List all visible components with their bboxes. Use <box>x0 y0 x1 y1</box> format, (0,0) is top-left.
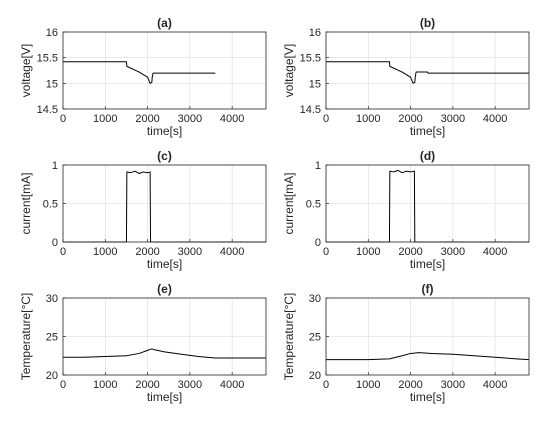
subplot-title: (c) <box>157 149 172 163</box>
y-tick-label: 1 <box>315 160 321 172</box>
subplot-title: (b) <box>420 16 435 30</box>
series-line <box>63 61 216 84</box>
y-tick-label: 15 <box>309 78 321 90</box>
y-tick-label: 0.5 <box>306 199 321 211</box>
plot-area <box>63 32 266 109</box>
subplot-title: (d) <box>420 149 435 163</box>
x-tick-label: 3000 <box>178 379 202 391</box>
x-tick-label: 0 <box>60 113 66 125</box>
subplot-title: (e) <box>157 282 172 296</box>
x-tick-label: 2000 <box>135 246 159 258</box>
subplot-title: (f) <box>422 282 434 296</box>
x-tick-label: 0 <box>323 379 329 391</box>
x-axis-label: time[s] <box>410 390 445 404</box>
x-tick-label: 4000 <box>220 379 244 391</box>
y-tick-label: 25 <box>46 332 58 344</box>
series-line <box>326 352 530 361</box>
series-line <box>326 169 529 243</box>
x-tick-label: 1000 <box>356 113 380 125</box>
y-tick-label: 14.5 <box>300 104 321 116</box>
y-tick-label: 15.5 <box>37 53 58 65</box>
x-axis-label: time[s] <box>147 124 182 138</box>
y-tick-label: 16 <box>309 27 321 39</box>
x-tick-label: 2000 <box>398 113 422 125</box>
subplot-b: (b) 0 1000 2000 3000 4000 14.5 15 15.5 16 time[s] v… <box>282 16 530 138</box>
x-tick-label: 4000 <box>483 379 507 391</box>
series-line <box>63 170 266 243</box>
y-tick-label: 16 <box>46 27 58 39</box>
y-tick-label: 30 <box>309 293 321 305</box>
y-tick-label: 25 <box>309 332 321 344</box>
x-axis-label: time[s] <box>410 124 445 138</box>
x-tick-label: 0 <box>60 246 66 258</box>
x-tick-label: 0 <box>60 379 66 391</box>
x-axis-label: time[s] <box>410 257 445 271</box>
y-tick-label: 15.5 <box>300 53 321 65</box>
y-axis-label: voltage[V] <box>19 44 33 97</box>
x-tick-label: 3000 <box>178 246 202 258</box>
x-tick-label: 4000 <box>220 113 244 125</box>
x-tick-label: 2000 <box>135 379 159 391</box>
x-axis-label: time[s] <box>147 257 182 271</box>
x-tick-label: 0 <box>323 113 329 125</box>
subplot-f: (f) 0 1000 2000 3000 4000 20 25 30 time[s] Tempera… <box>282 282 530 404</box>
y-tick-label: 0 <box>315 237 321 249</box>
y-tick-label: 1 <box>52 160 58 172</box>
y-tick-label: 20 <box>46 370 58 382</box>
x-tick-label: 3000 <box>441 113 465 125</box>
y-tick-label: 14.5 <box>37 104 58 116</box>
x-tick-label: 0 <box>323 246 329 258</box>
y-tick-label: 0.5 <box>43 199 58 211</box>
subplot-a: (a) 0 1000 2000 3000 4000 14.5 15 15.5 16 time[s] v… <box>19 16 267 138</box>
series-line <box>63 348 266 359</box>
x-tick-label: 1000 <box>356 379 380 391</box>
x-tick-label: 4000 <box>220 246 244 258</box>
y-axis-label: current[mA] <box>282 172 296 234</box>
x-tick-label: 4000 <box>483 246 507 258</box>
x-axis-label: time[s] <box>147 390 182 404</box>
x-tick-label: 1000 <box>93 246 117 258</box>
x-tick-label: 1000 <box>356 246 380 258</box>
x-tick-label: 4000 <box>483 113 507 125</box>
x-tick-label: 3000 <box>178 113 202 125</box>
x-tick-label: 2000 <box>398 246 422 258</box>
axes-frame <box>62 31 267 110</box>
y-tick-label: 30 <box>46 293 58 305</box>
y-axis-label: current[mA] <box>19 172 33 234</box>
subplot-title: (a) <box>157 16 172 30</box>
y-tick-label: 20 <box>309 370 321 382</box>
x-tick-label: 2000 <box>135 113 159 125</box>
subplot-d: (d) 0 1000 2000 3000 4000 0 0.5 1 time[s] current[… <box>282 149 530 271</box>
y-axis-label: Temperature[°C] <box>19 293 33 381</box>
y-tick-label: 15 <box>46 78 58 90</box>
x-tick-label: 1000 <box>93 379 117 391</box>
axes-frame <box>325 31 530 110</box>
subplot-c: (c) 0 1000 2000 3000 4000 0 0.5 1 time[s] current[… <box>19 149 267 271</box>
x-tick-label: 3000 <box>441 246 465 258</box>
y-tick-label: 0 <box>52 237 58 249</box>
plot-area <box>326 32 529 109</box>
y-axis-label: voltage[V] <box>282 44 296 97</box>
series-line <box>326 61 529 84</box>
x-tick-label: 3000 <box>441 379 465 391</box>
x-tick-label: 2000 <box>398 379 422 391</box>
y-axis-label: Temperature[°C] <box>282 293 296 381</box>
subplot-e: (e) 0 1000 2000 3000 4000 20 25 30 time[s] Tempera… <box>19 282 267 404</box>
x-tick-label: 1000 <box>93 113 117 125</box>
